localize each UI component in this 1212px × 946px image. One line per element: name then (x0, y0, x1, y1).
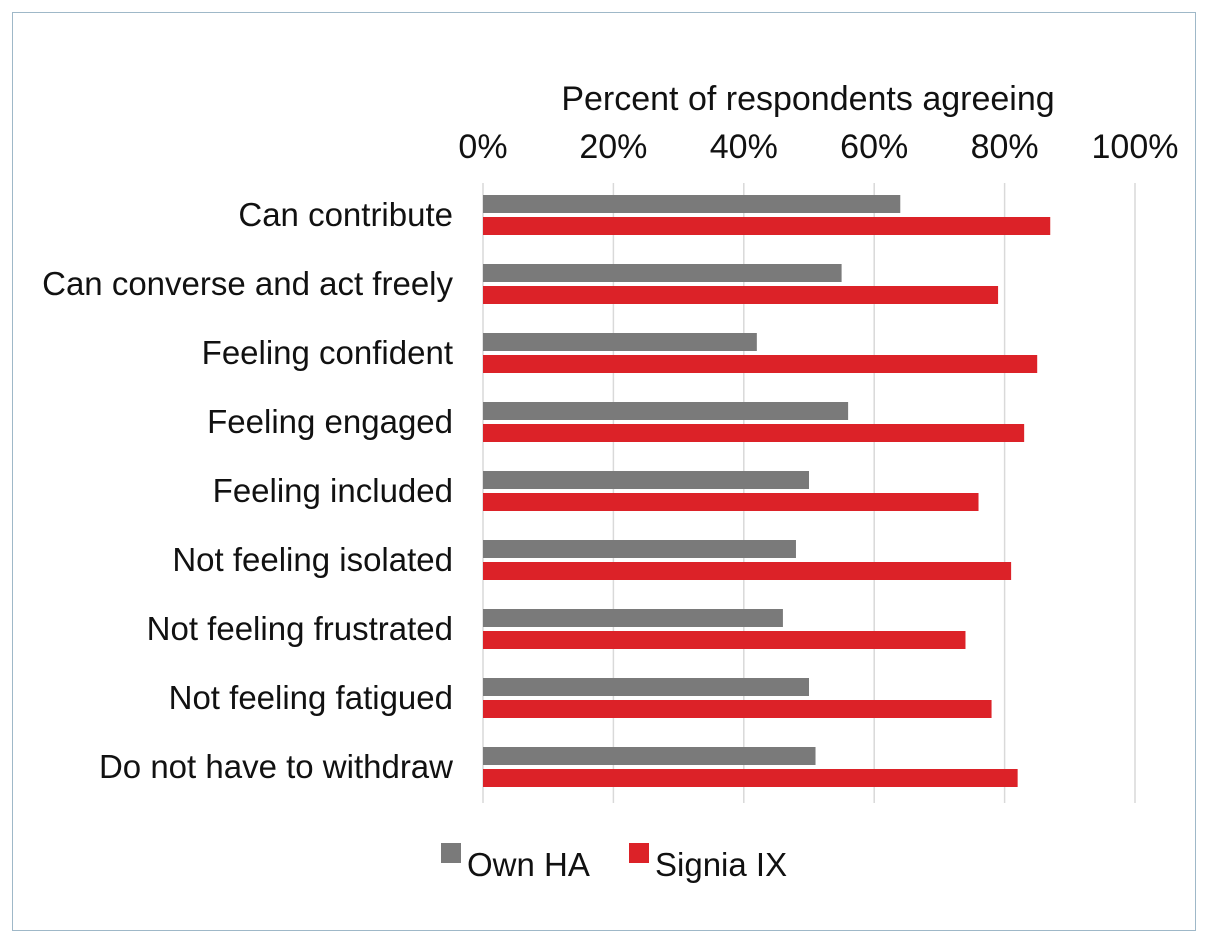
category-labels: Can contribute Can converse and act freel… (42, 196, 453, 785)
legend-swatch (441, 843, 461, 863)
bar-signia-ix (483, 631, 966, 649)
bar-own-ha (483, 471, 809, 489)
bar-own-ha (483, 747, 816, 765)
legend-label: Own HA (467, 846, 590, 883)
bars (483, 195, 1051, 787)
x-tick-label: 0% (458, 128, 507, 166)
x-tick-label: 40% (710, 128, 778, 166)
bar-signia-ix (483, 286, 999, 304)
category-label: Can converse and act freely (42, 265, 453, 302)
legend-swatch (629, 843, 649, 863)
category-label: Not feeling fatigued (169, 679, 453, 716)
bar-signia-ix (483, 700, 992, 718)
category-label: Do not have to withdraw (99, 748, 453, 785)
category-label: Feeling confident (202, 334, 453, 371)
bar-own-ha (483, 264, 842, 282)
bar-signia-ix (483, 424, 1025, 442)
x-tick-label: 100% (1092, 128, 1179, 166)
category-label: Feeling included (213, 472, 453, 509)
bar-own-ha (483, 609, 783, 627)
x-tick-label: 80% (971, 128, 1039, 166)
bar-own-ha (483, 195, 901, 213)
bar-signia-ix (483, 355, 1038, 373)
legend-label: Signia IX (655, 846, 787, 883)
bar-signia-ix (483, 769, 1018, 787)
x-tick-label: 60% (840, 128, 908, 166)
category-label: Not feeling isolated (172, 541, 453, 578)
bar-own-ha (483, 678, 809, 696)
bar-signia-ix (483, 217, 1051, 235)
bar-own-ha (483, 540, 796, 558)
bar-own-ha (483, 402, 849, 420)
category-label: Feeling engaged (207, 403, 453, 440)
x-tick-label: 20% (579, 128, 647, 166)
bar-signia-ix (483, 562, 1012, 580)
legend: Own HA Signia IX (441, 843, 787, 883)
bar-own-ha (483, 333, 757, 351)
category-label: Not feeling frustrated (147, 610, 453, 647)
x-axis-title: Percent of respondents agreeing (561, 80, 1054, 118)
category-label: Can contribute (238, 196, 453, 233)
x-tick-labels: 0% 20% 40% 60% 80% 100% (458, 128, 1178, 166)
bar-signia-ix (483, 493, 979, 511)
